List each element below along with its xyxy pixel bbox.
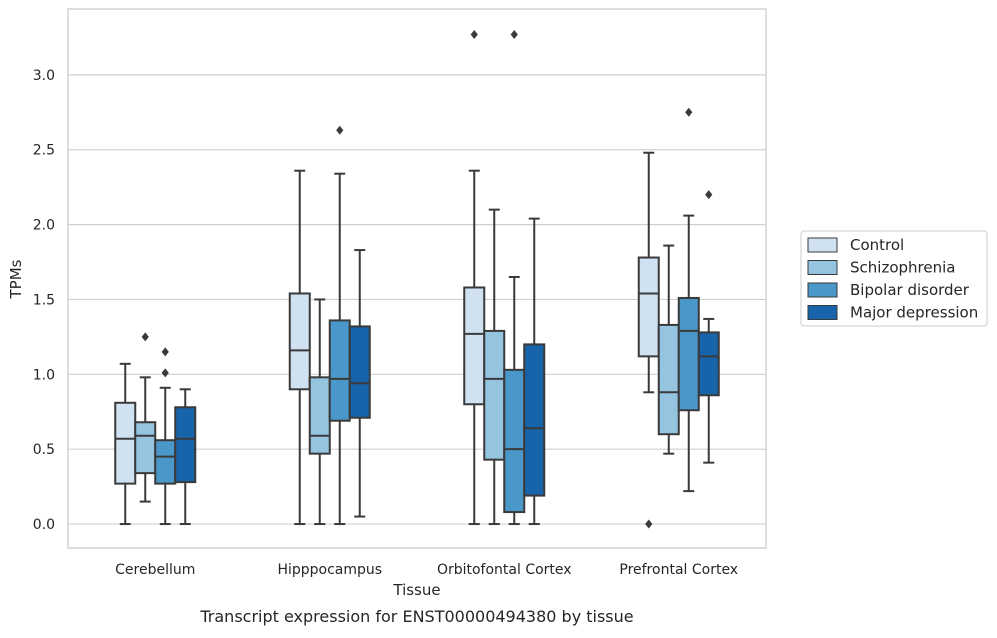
y-tick-label-0: 0.0 (33, 517, 55, 533)
y-tick-labels: 0.0 0.5 1.0 1.5 2.0 2.5 3.0 (33, 68, 55, 533)
y-tick-label-2: 1.0 (33, 367, 55, 383)
legend-label-0: Control (850, 236, 904, 254)
box-0-0 (114, 362, 137, 526)
box-body (503, 368, 526, 514)
x-axis-label: Tissue (392, 581, 440, 599)
box-3-2 (677, 107, 700, 493)
y-axis-label: TPMs (7, 259, 25, 299)
outlier-point-0 (510, 29, 518, 39)
x-tick-label-0: Cerebellum (115, 562, 195, 578)
box-0-2 (154, 347, 177, 526)
box-0-3 (174, 388, 197, 526)
legend-label-1: Schizophrenia (850, 259, 955, 277)
box-body (483, 329, 506, 461)
box-0-1 (134, 332, 157, 503)
y-tick-label-1: 0.5 (33, 442, 55, 458)
box-body (114, 401, 137, 485)
box-body (134, 421, 157, 475)
legend-label-2: Bipolar disorder (850, 281, 970, 299)
legend-items: Control Schizophrenia Bipolar disorder Majo… (807, 236, 978, 322)
box-layer (114, 29, 720, 529)
outlier-point-0 (336, 125, 344, 135)
box-body (463, 286, 486, 406)
y-tick-label-3: 1.5 (33, 292, 55, 308)
box-1-2 (328, 125, 351, 526)
box-body (677, 296, 700, 412)
box-1-3 (348, 249, 371, 518)
box-3-0 (637, 151, 660, 529)
box-body (308, 376, 331, 455)
outlier-point-0 (705, 190, 713, 200)
box-body (697, 331, 720, 397)
plot-frame (67, 8, 767, 549)
x-tick-labels: Cerebellum Hipppocampus Orbitofontal Corte… (115, 562, 738, 578)
outlier-point-0 (141, 332, 149, 342)
box-body (523, 343, 546, 497)
box-body (657, 323, 680, 436)
box-3-1 (657, 244, 680, 455)
figure-caption: Transcript expression for ENST0000049438… (199, 607, 633, 626)
legend-label-3: Major depression (850, 304, 978, 322)
box-2-1 (483, 208, 506, 526)
box-body (174, 406, 197, 484)
legend-swatch-2 (807, 282, 838, 298)
box-1-1 (308, 298, 331, 526)
box-body (348, 325, 371, 419)
legend: Control Schizophrenia Bipolar disorder Majo… (800, 230, 988, 327)
outlier-point-0 (470, 29, 478, 39)
y-tick-label-4: 2.0 (33, 218, 55, 234)
box-2-3 (523, 217, 546, 526)
outlier-point-0 (645, 519, 653, 529)
x-tick-label-3: Prefrontal Cortex (619, 562, 738, 578)
box-body (637, 256, 660, 358)
outlier-point-1 (161, 347, 169, 357)
outlier-point-0 (685, 107, 693, 117)
legend-swatch-3 (807, 305, 838, 320)
legend-frame (800, 230, 988, 327)
y-tick-label-5: 2.5 (33, 143, 55, 159)
x-tick-label-1: Hipppocampus (277, 562, 382, 578)
x-tick-label-2: Orbitofontal Cortex (437, 562, 572, 578)
box-1-0 (288, 169, 311, 526)
legend-swatch-1 (807, 260, 838, 275)
box-2-2 (503, 29, 526, 526)
box-3-3 (697, 190, 720, 464)
box-2-0 (463, 29, 486, 526)
legend-swatch-0 (807, 237, 838, 253)
box-body (154, 439, 177, 485)
box-body (288, 292, 311, 391)
y-tick-label-6: 3.0 (33, 68, 55, 84)
box-body (328, 319, 351, 422)
outlier-point-0 (161, 368, 169, 378)
